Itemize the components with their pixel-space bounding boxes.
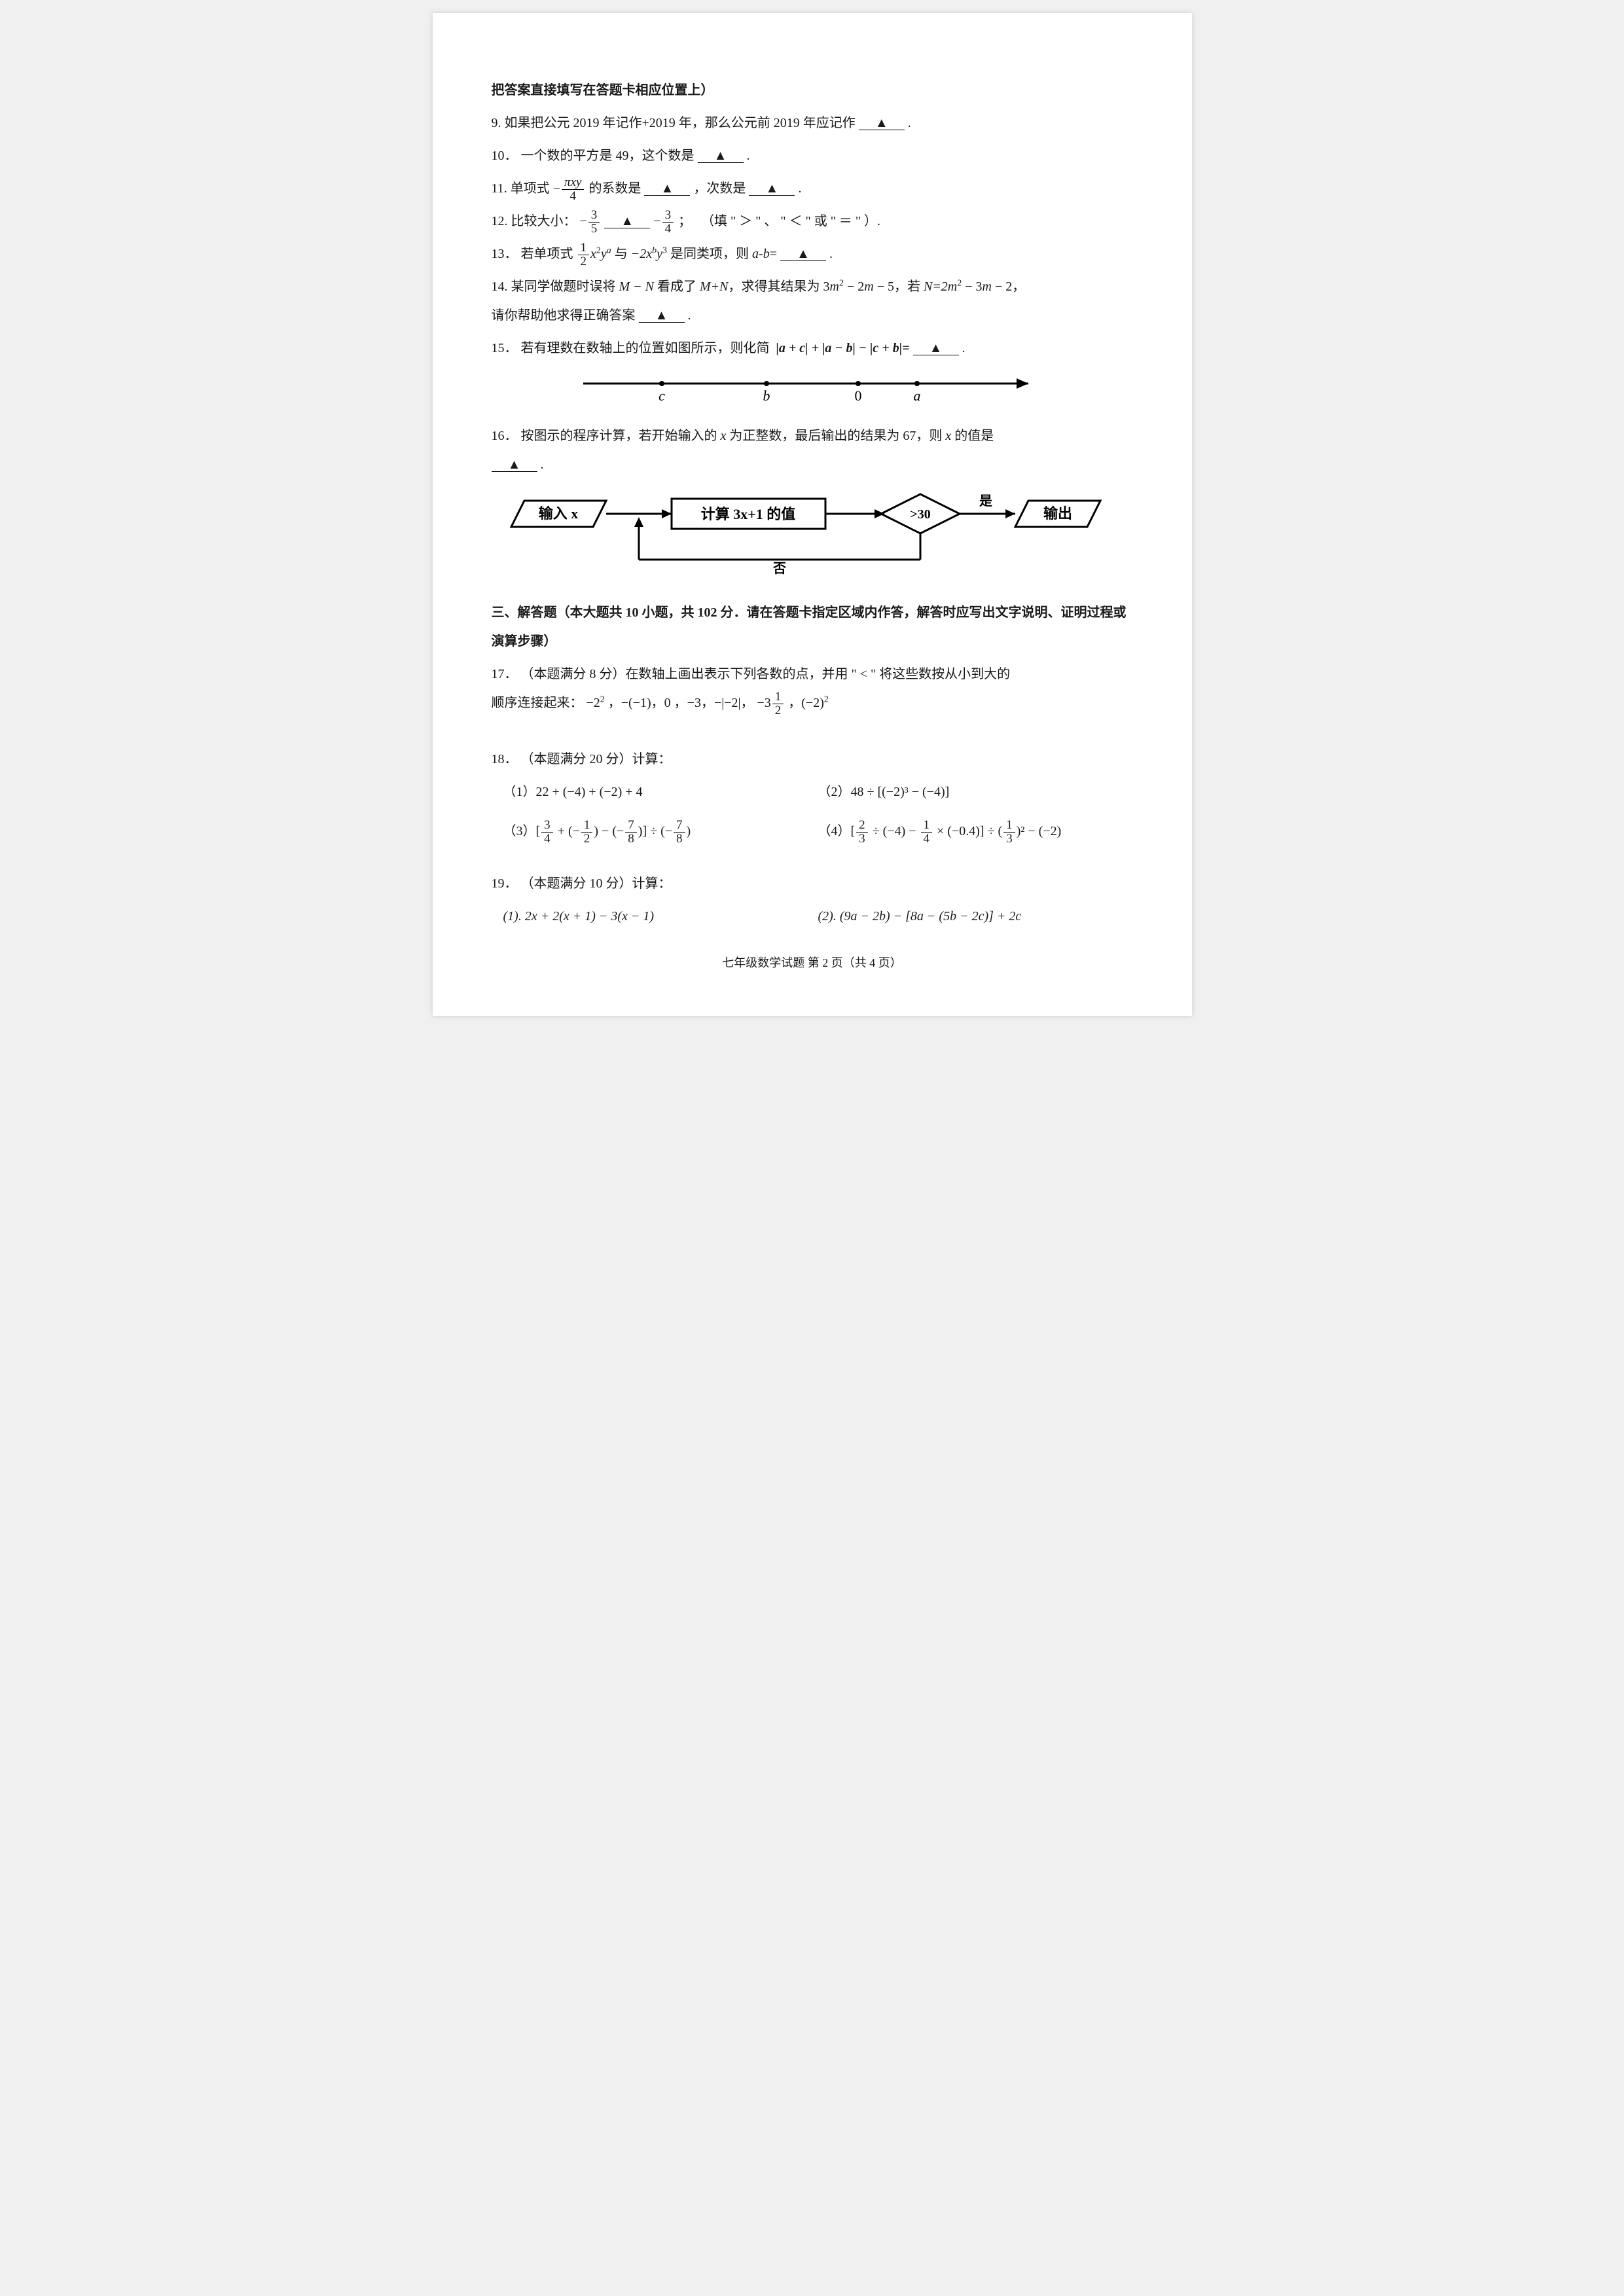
q17-num: 17． (492, 667, 518, 681)
q19-part1: (1). 2x + 2(x + 1) − 3(x − 1) (503, 902, 818, 931)
q17-frac: 12 (772, 691, 784, 717)
question-11: 11. 单项式 − πxy 4 的系数是 ▲ ，次数是 ▲ . (492, 174, 1133, 203)
svg-text:计算 3x+1 的值: 计算 3x+1 的值 (700, 506, 795, 522)
q11-blank2: ▲ (749, 182, 795, 196)
question-17: 17． （本题满分 8 分）在数轴上画出表示下列各数的点，并用 " < " 将这… (492, 660, 1133, 717)
q14-num: 14. (492, 279, 508, 294)
q12-frac1: 35 (588, 209, 600, 236)
q17-line2: 顺序连接起来： −22 ，−(−1)，0 ，−3，−|−2|， −312 ，(−… (492, 689, 1133, 717)
q18-part3: （3）[34 + (−12) − (−78)] ÷ (−78) (503, 817, 818, 846)
question-13: 13． 若单项式 12x2ya 与 −2xby3 是同类项，则 a-b= ▲ . (492, 240, 1133, 268)
q11-text3: ，次数是 (693, 181, 746, 196)
svg-text:c: c (659, 387, 665, 404)
q15-num: 15． (492, 341, 518, 355)
section-intro: 把答案直接填写在答题卡相应位置上） (492, 76, 1133, 105)
q18-part4: （4）[23 ÷ (−4) − 14 × (−0.4)] ÷ (13)² − (… (818, 817, 1133, 846)
q12-frac2: 34 (662, 209, 674, 236)
q10-text1: 一个数的平方是 49，这个数是 (521, 149, 695, 163)
q11-num: 11. (492, 181, 507, 196)
svg-text:b: b (763, 387, 770, 404)
number-line-figure: c b 0 a (583, 372, 1133, 415)
q13-num: 13． (492, 247, 518, 261)
q11-frac: πxy 4 (562, 176, 584, 203)
svg-text:输出: 输出 (1043, 505, 1072, 522)
q12-text3: （填 " ＞ " 、 " ＜ " 或 " ＝ " ）. (701, 214, 880, 228)
q10-text2: . (747, 149, 750, 163)
question-16: 16． 按图示的程序计算，若开始输入的 x 为正整数，最后输出的结果为 67，则… (492, 422, 1133, 479)
q19-part2: (2). (9a − 2b) − [8a − (5b − 2c)] + 2c (818, 902, 1133, 931)
svg-text:a: a (913, 387, 920, 404)
q16-blank: ▲ (492, 458, 537, 472)
q11-text1: 单项式 (511, 181, 550, 196)
q16-num: 16． (492, 429, 518, 443)
q18-part2: （2）48 ÷ [(−2)³ − (−4)] (818, 778, 1133, 806)
question-14: 14. 某同学做题时误将 M − N 看成了 M+N，求得其结果为 3m2 − … (492, 272, 1133, 330)
q11-blank1: ▲ (644, 182, 690, 196)
q14-blank: ▲ (639, 309, 685, 323)
q14-line2: 请你帮助他求得正确答案 ▲ . (492, 301, 1133, 330)
q13-blank: ▲ (780, 247, 826, 261)
question-10: 10． 一个数的平方是 49，这个数是 ▲ . (492, 141, 1133, 170)
q18-row1: （1）22 + (−4) + (−2) + 4 （2）48 ÷ [(−2)³ −… (492, 778, 1133, 806)
flowchart-figure: 输入 x 计算 3x+1 的值 >30 是 输出 否 (505, 491, 1133, 586)
q9-text1: 如果把公元 2019 年记作+2019 年，那么公元前 2019 年应记作 (505, 116, 856, 130)
q9-blank: ▲ (859, 117, 905, 130)
q13-frac1: 12 (578, 242, 590, 268)
q19-num: 19． (492, 876, 518, 891)
svg-text:0: 0 (854, 387, 861, 404)
q18-part1: （1）22 + (−4) + (−2) + 4 (503, 778, 818, 806)
q10-blank: ▲ (698, 149, 744, 163)
question-12: 12. 比较大小： −35 ▲ −34 ； （填 " ＞ " 、 " ＜ " 或… (492, 207, 1133, 236)
question-9: 9. 如果把公元 2019 年记作+2019 年，那么公元前 2019 年应记作… (492, 109, 1133, 137)
q9-num: 9. (492, 116, 501, 130)
question-18: 18． （本题满分 20 分）计算： (492, 745, 1133, 774)
q12-text1: 比较大小： (511, 214, 577, 228)
q12-num: 12. (492, 214, 508, 228)
q13-text3: 是同类项，则 (670, 247, 752, 261)
q9-text2: . (908, 116, 911, 130)
q12-blank: ▲ (604, 215, 650, 228)
q18-row2: （3）[34 + (−12) − (−78)] ÷ (−78) （4）[23 ÷… (492, 817, 1133, 846)
question-19: 19． （本题满分 10 分）计算： (492, 869, 1133, 898)
svg-text:输入 x: 输入 x (538, 505, 578, 522)
svg-text:>30: >30 (910, 507, 930, 522)
question-15: 15． 若有理数在数轴上的位置如图所示，则化简 |a + c| + |a − b… (492, 334, 1133, 363)
svg-text:否: 否 (772, 562, 786, 576)
q13-text1: 若单项式 (521, 247, 573, 261)
svg-text:是: 是 (979, 493, 992, 509)
q19-row: (1). 2x + 2(x + 1) − 3(x − 1) (2). (9a −… (492, 902, 1133, 931)
q10-num: 10． (492, 149, 518, 163)
section-3-heading: 三、解答题（本大题共 10 小题，共 102 分．请在答题卡指定区域内作答，解答… (492, 598, 1133, 656)
q15-blank: ▲ (913, 342, 959, 355)
q13-text2: 与 (615, 247, 631, 261)
q11-text4: . (798, 181, 801, 196)
q18-num: 18． (492, 752, 518, 766)
page-footer: 七年级数学试题 第 2 页（共 4 页） (492, 950, 1133, 977)
q11-text2: 的系数是 (588, 181, 641, 196)
q12-text2: ； (678, 214, 691, 228)
q16-line2: ▲ . (492, 450, 1133, 479)
exam-page: 把答案直接填写在答题卡相应位置上） 9. 如果把公元 2019 年记作+2019… (433, 13, 1192, 1016)
